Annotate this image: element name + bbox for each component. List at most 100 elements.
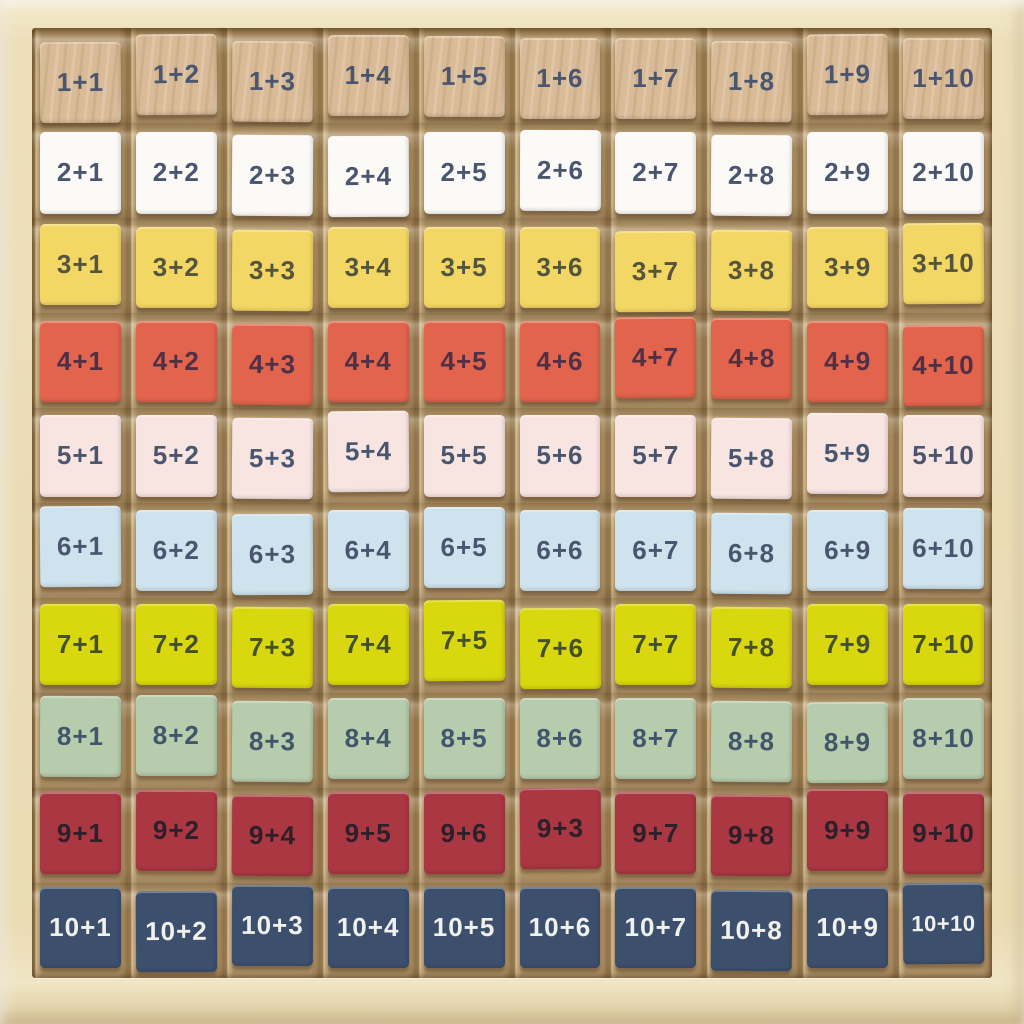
tile-9-9[interactable]: 9+9: [807, 789, 889, 871]
tile-2-10[interactable]: 2+10: [903, 132, 984, 214]
tile-3-8[interactable]: 3+8: [710, 229, 793, 312]
tile-5-4[interactable]: 5+4: [327, 410, 409, 493]
tile-8-6[interactable]: 8+6: [519, 698, 601, 780]
tile-4-3[interactable]: 4+3: [231, 323, 314, 406]
tile-8-9[interactable]: 8+9: [806, 701, 889, 784]
tile-7-10[interactable]: 7+10: [903, 603, 984, 686]
tile-1-2[interactable]: 1+2: [135, 33, 218, 116]
tile-6-9[interactable]: 6+9: [807, 509, 889, 591]
tile-3-9[interactable]: 3+9: [807, 226, 889, 308]
tile-8-5[interactable]: 8+5: [423, 698, 505, 780]
tile-4-5[interactable]: 4+5: [423, 320, 505, 403]
tile-2-6[interactable]: 2+6: [519, 130, 601, 212]
tile-3-3[interactable]: 3+3: [231, 229, 314, 312]
tile-8-3[interactable]: 8+3: [231, 700, 314, 783]
tile-5-2[interactable]: 5+2: [135, 415, 217, 497]
tile-9-2[interactable]: 9+2: [135, 790, 217, 872]
tile-8-8[interactable]: 8+8: [710, 700, 793, 783]
tile-5-3[interactable]: 5+3: [231, 417, 314, 500]
tile-6-3[interactable]: 6+3: [231, 513, 313, 596]
tile-4-2[interactable]: 4+2: [135, 320, 217, 403]
tile-10-5[interactable]: 10+5: [423, 886, 505, 968]
tile-6-4[interactable]: 6+4: [327, 509, 409, 591]
tile-6-7[interactable]: 6+7: [615, 509, 697, 591]
tile-1-3[interactable]: 1+3: [231, 40, 314, 123]
tile-1-5[interactable]: 1+5: [423, 35, 505, 118]
tile-7-4[interactable]: 7+4: [327, 603, 409, 686]
tile-5-5[interactable]: 5+5: [423, 415, 505, 497]
tile-9-4[interactable]: 9+5: [327, 792, 409, 874]
tile-9-8[interactable]: 9+8: [710, 795, 793, 878]
tile-4-9[interactable]: 4+9: [807, 320, 889, 403]
tile-9-7[interactable]: 9+7: [615, 792, 697, 874]
tile-9-3[interactable]: 9+4: [231, 795, 314, 878]
tile-4-6[interactable]: 4+6: [519, 320, 601, 403]
tile-2-7[interactable]: 2+7: [615, 132, 697, 214]
tile-7-7[interactable]: 7+7: [615, 603, 697, 686]
tile-6-8[interactable]: 6+8: [710, 512, 793, 595]
tile-2-3[interactable]: 2+3: [231, 134, 314, 217]
tile-6-6[interactable]: 6+6: [519, 509, 601, 591]
tile-7-6[interactable]: 7+6: [519, 607, 601, 690]
tile-8-4[interactable]: 8+4: [327, 698, 409, 780]
tile-4-7[interactable]: 4+7: [615, 316, 697, 399]
tile-9-10[interactable]: 9+10: [903, 792, 984, 874]
tile-6-2[interactable]: 6+2: [135, 509, 217, 591]
tile-2-9[interactable]: 2+9: [807, 132, 889, 214]
tile-7-9[interactable]: 7+9: [807, 603, 889, 686]
tile-1-7[interactable]: 1+7: [615, 38, 697, 120]
tile-9-1[interactable]: 9+1: [40, 792, 121, 874]
tile-3-4[interactable]: 3+4: [327, 226, 409, 308]
tile-7-2[interactable]: 7+2: [135, 603, 217, 686]
tile-5-6[interactable]: 5+6: [519, 415, 601, 497]
tile-1-10[interactable]: 1+10: [903, 38, 984, 120]
tile-3-5[interactable]: 3+5: [423, 226, 505, 308]
tile-8-10[interactable]: 8+10: [903, 698, 984, 780]
tile-7-1[interactable]: 7+1: [40, 603, 121, 686]
tile-2-4[interactable]: 2+4: [327, 136, 409, 218]
tile-1-1[interactable]: 1+1: [39, 41, 122, 124]
tile-4-8[interactable]: 4+8: [711, 317, 793, 400]
tile-9-5[interactable]: 9+6: [423, 792, 505, 874]
tile-8-1[interactable]: 8+1: [39, 695, 122, 778]
tile-3-10[interactable]: 3+10: [902, 222, 985, 305]
tile-10-10[interactable]: 10+10: [902, 882, 985, 965]
tile-10-2[interactable]: 10+2: [135, 890, 218, 973]
tile-10-3[interactable]: 10+3: [231, 884, 313, 967]
tile-5-9[interactable]: 5+9: [807, 413, 889, 495]
tile-8-2[interactable]: 8+2: [135, 695, 217, 777]
tile-4-1[interactable]: 4+1: [40, 320, 121, 403]
tile-5-8[interactable]: 5+8: [710, 417, 793, 500]
tile-3-6[interactable]: 3+6: [519, 226, 601, 308]
tile-10-6[interactable]: 10+6: [519, 886, 601, 968]
tile-3-7[interactable]: 3+7: [615, 230, 697, 313]
tile-2-5[interactable]: 2+5: [423, 132, 505, 214]
tile-6-1[interactable]: 6+1: [39, 505, 122, 588]
tile-1-9[interactable]: 1+9: [806, 33, 889, 116]
tile-6-5[interactable]: 6+5: [423, 506, 505, 588]
tile-5-10[interactable]: 5+10: [903, 415, 984, 497]
tile-5-1[interactable]: 5+1: [40, 415, 121, 497]
tile-3-1[interactable]: 3+1: [40, 223, 121, 305]
tile-5-7[interactable]: 5+7: [615, 415, 697, 497]
tile-2-2[interactable]: 2+2: [135, 132, 217, 214]
tile-3-2[interactable]: 3+2: [135, 226, 217, 308]
tile-1-4[interactable]: 1+4: [327, 35, 409, 117]
tile-10-1[interactable]: 10+1: [40, 886, 121, 968]
tile-6-10[interactable]: 6+10: [902, 507, 985, 589]
tile-1-8[interactable]: 1+8: [710, 40, 793, 123]
tile-10-7[interactable]: 10+7: [615, 886, 697, 968]
tile-9-6[interactable]: 9+3: [519, 788, 601, 871]
tile-10-8[interactable]: 10+8: [710, 889, 793, 972]
tile-7-5[interactable]: 7+5: [423, 599, 505, 682]
tile-2-1[interactable]: 2+1: [40, 132, 121, 214]
tile-7-8[interactable]: 7+8: [710, 606, 793, 689]
tile-2-8[interactable]: 2+8: [710, 134, 793, 217]
tile-4-10[interactable]: 4+10: [902, 324, 985, 407]
tile-1-6[interactable]: 1+6: [519, 38, 601, 120]
tile-7-3[interactable]: 7+3: [231, 606, 314, 689]
tile-4-4[interactable]: 4+4: [327, 320, 409, 403]
tile-10-9[interactable]: 10+9: [807, 886, 889, 968]
tile-10-4[interactable]: 10+4: [327, 886, 409, 968]
tile-8-7[interactable]: 8+7: [615, 698, 697, 780]
